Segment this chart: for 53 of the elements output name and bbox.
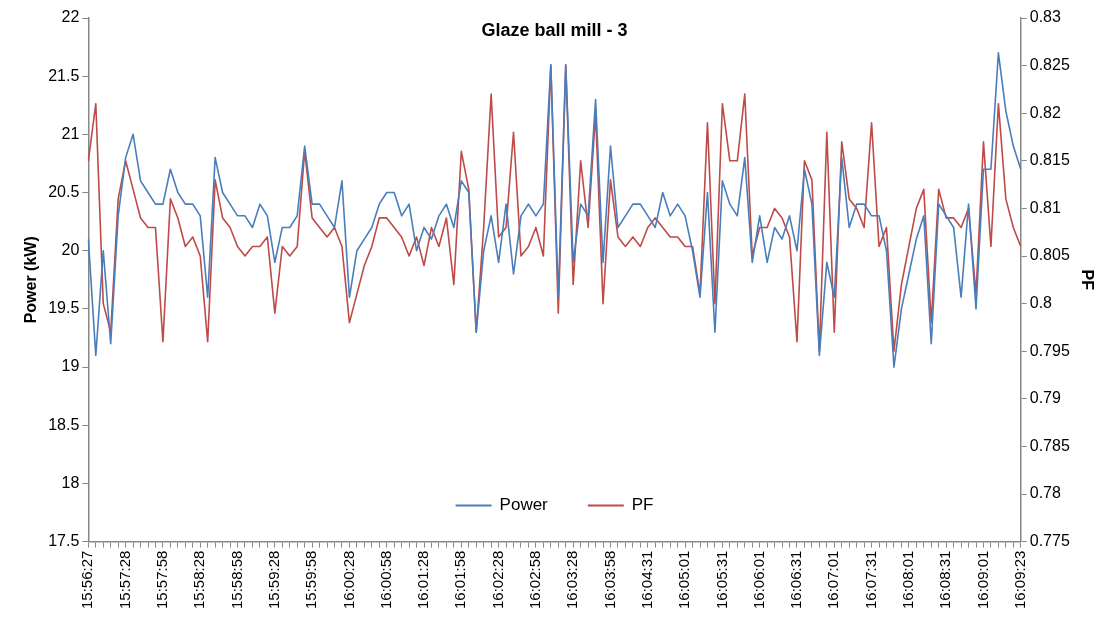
y-tick-label: 20.5	[48, 182, 80, 200]
legend-label: Power	[499, 495, 549, 515]
x-tick-label: 15:56:27	[78, 550, 96, 609]
y2-tick-label: 0.815	[1029, 151, 1070, 169]
x-tick-label: 16:08:01	[899, 550, 917, 609]
x-tick-label: 15:59:28	[264, 550, 282, 609]
y-tick-label: 22	[61, 8, 80, 26]
x-tick-label: 16:01:58	[451, 550, 469, 609]
x-tick-label: 16:07:31	[861, 550, 879, 609]
x-tick-label: 16:05:01	[675, 550, 693, 609]
x-tick-label: 16:03:58	[600, 550, 618, 609]
x-tick-label: 15:59:58	[302, 550, 320, 609]
y-axis-title: Power (kW)	[22, 236, 40, 324]
y2-tick-label: 0.775	[1029, 532, 1070, 550]
y-tick-label: 21	[61, 124, 80, 142]
legend-label: PF	[631, 495, 654, 515]
x-tick-label: 15:57:58	[153, 550, 171, 609]
y-tick-label: 21.5	[48, 66, 80, 84]
y-tick-label: 19.5	[48, 299, 80, 317]
x-tick-label: 16:08:31	[936, 550, 954, 609]
x-tick-label: 15:58:58	[227, 550, 245, 609]
x-tick-label: 16:02:58	[526, 550, 544, 609]
y2-tick-label: 0.825	[1029, 56, 1070, 74]
x-tick-label: 16:03:28	[563, 550, 581, 609]
x-tick-label: 16:07:01	[824, 550, 842, 609]
x-tick-label: 16:06:01	[749, 550, 767, 609]
y-tick-label: 20	[61, 241, 80, 259]
y2-tick-label: 0.79	[1029, 389, 1061, 407]
y2-axis-title: PF	[1078, 269, 1096, 291]
y2-tick-label: 0.785	[1029, 436, 1070, 454]
y-tick-label: 17.5	[48, 532, 80, 550]
chart-title: Glaze ball mill - 3	[481, 19, 628, 40]
y-tick-label: 18.5	[48, 415, 80, 433]
y-tick-label: 18	[61, 473, 80, 491]
y2-tick-label: 0.78	[1029, 484, 1061, 502]
x-tick-label: 16:05:31	[712, 550, 730, 609]
x-tick-label: 16:01:28	[414, 550, 432, 609]
y2-tick-label: 0.795	[1029, 341, 1070, 359]
y2-tick-label: 0.8	[1029, 294, 1053, 312]
x-tick-label: 16:09:23	[1010, 550, 1028, 609]
x-tick-label: 16:00:28	[339, 550, 357, 609]
x-tick-label: 15:57:28	[115, 550, 133, 609]
x-tick-label: 16:04:31	[637, 550, 655, 609]
y2-tick-label: 0.83	[1029, 8, 1061, 26]
y-tick-label: 19	[61, 357, 80, 375]
y2-tick-label: 0.82	[1029, 103, 1061, 121]
x-tick-label: 16:06:31	[787, 550, 805, 609]
y2-tick-label: 0.805	[1029, 246, 1070, 264]
y2-tick-label: 0.81	[1029, 198, 1061, 216]
x-tick-label: 15:58:28	[190, 550, 208, 609]
x-tick-label: 16:09:01	[973, 550, 991, 609]
x-tick-label: 16:02:28	[488, 550, 506, 609]
x-tick-label: 16:00:58	[376, 550, 394, 609]
